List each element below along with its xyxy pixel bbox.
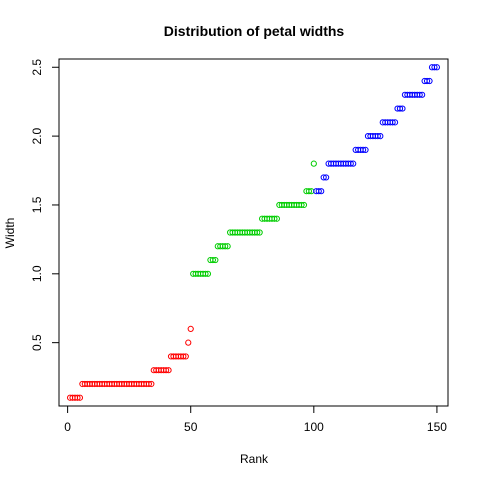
x-axis: 0 50 100 150 <box>64 405 447 434</box>
chart-title: Distribution of petal widths <box>164 23 345 39</box>
data-point <box>399 105 406 112</box>
y-axis-label: Width <box>3 218 17 249</box>
data-point <box>396 105 404 112</box>
data-point <box>419 91 426 98</box>
data-point <box>185 339 192 346</box>
x-tick-label: 0 <box>64 420 71 434</box>
data-point <box>165 367 172 374</box>
data-point <box>416 91 423 98</box>
x-tick-label: 100 <box>304 420 324 434</box>
data-point <box>76 394 84 401</box>
data-point <box>426 77 433 85</box>
data-point <box>180 353 187 360</box>
x-tick-label: 50 <box>184 420 198 434</box>
y-tick-label: 0.5 <box>30 334 44 351</box>
data-point <box>74 394 81 401</box>
data-point <box>300 201 308 209</box>
data-point <box>350 160 357 167</box>
data-point <box>148 380 155 388</box>
data-point <box>187 325 194 332</box>
data-point <box>431 64 438 71</box>
data-point <box>145 380 152 388</box>
data-point <box>347 160 354 167</box>
data-point <box>162 367 170 374</box>
y-axis: 0.5 1.0 1.5 2.0 2.5 <box>30 59 60 351</box>
y-tick-label: 2.0 <box>30 127 44 144</box>
data-point <box>433 64 441 71</box>
data-point <box>318 188 325 195</box>
data-point <box>209 256 216 264</box>
data-point <box>202 270 209 277</box>
data-point <box>256 229 263 236</box>
data-point <box>315 188 322 195</box>
data-point <box>182 353 189 360</box>
data-point <box>374 133 381 140</box>
data-point <box>204 270 212 277</box>
data-point <box>359 146 367 153</box>
y-tick-label: 1.0 <box>30 265 44 282</box>
data-point <box>423 77 431 85</box>
y-tick-label: 2.5 <box>30 59 44 76</box>
x-axis-label: Rank <box>240 452 269 466</box>
data-points <box>66 64 441 401</box>
data-point <box>224 243 231 250</box>
data-point <box>212 256 219 264</box>
data-point <box>389 119 396 126</box>
data-point <box>320 174 327 181</box>
data-point <box>362 146 369 153</box>
data-point <box>273 215 280 222</box>
data-point <box>254 229 261 236</box>
y-tick-label: 1.5 <box>30 196 44 213</box>
data-point <box>298 201 305 209</box>
x-tick-label: 150 <box>427 420 447 434</box>
data-point <box>310 160 317 167</box>
data-point <box>323 174 330 181</box>
data-point <box>222 243 229 250</box>
plot-frame <box>58 58 449 407</box>
data-point <box>271 215 278 222</box>
data-point <box>305 188 312 195</box>
data-point <box>377 133 384 140</box>
data-point <box>391 119 399 126</box>
